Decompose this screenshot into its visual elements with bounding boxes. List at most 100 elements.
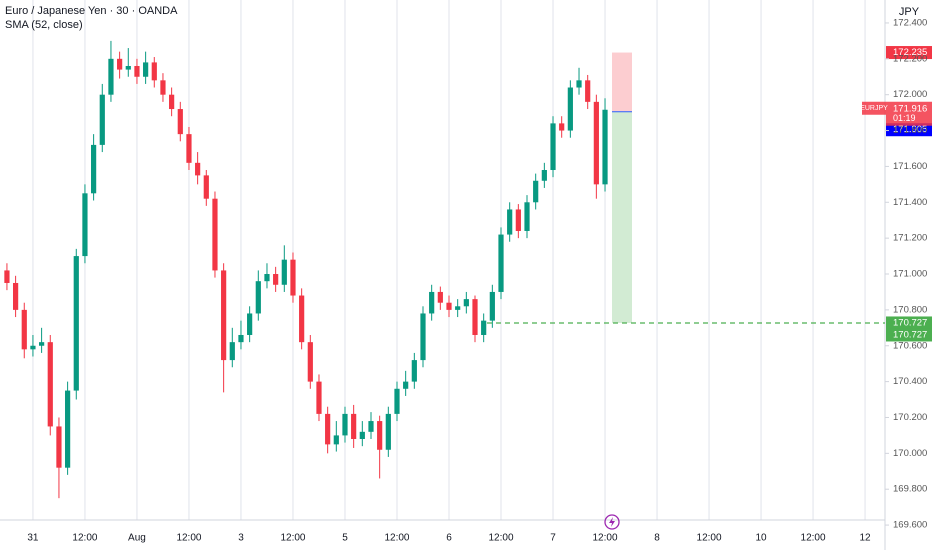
- candle-body: [394, 388, 400, 414]
- target-zone: [612, 111, 632, 323]
- candle-body: [576, 80, 582, 88]
- entry-price-label-bg: [886, 123, 932, 137]
- symbol-bg: [862, 101, 886, 115]
- candle-body: [255, 281, 261, 314]
- candle-body: [299, 295, 305, 343]
- candle-body: [420, 313, 426, 361]
- candle-body: [429, 291, 435, 314]
- candle-body: [238, 334, 244, 343]
- candle-body: [4, 270, 10, 283]
- candle-body: [559, 123, 565, 131]
- candle-body: [377, 421, 383, 450]
- x-tick-label: 6: [446, 533, 452, 544]
- lightning-icon[interactable]: [604, 514, 620, 530]
- candle-body: [333, 435, 339, 445]
- candle-body: [186, 134, 192, 163]
- candle-body: [498, 234, 504, 292]
- countdown-label: 01:19: [893, 113, 916, 123]
- candle-body: [411, 360, 417, 382]
- stop-zone: [612, 52, 632, 112]
- candle-body: [117, 58, 123, 70]
- candle-body: [368, 421, 374, 432]
- candle-body: [21, 309, 27, 350]
- last-price-bg: [886, 101, 932, 126]
- stop-price-label: 172.235: [893, 47, 927, 58]
- candle-body: [212, 198, 218, 271]
- level-price-label: 170.727: [893, 329, 927, 340]
- y-tick-label: 172.400: [893, 17, 927, 28]
- candle-body: [281, 259, 287, 285]
- candle-body: [264, 274, 270, 282]
- candle-body: [169, 94, 175, 110]
- candle-body: [602, 109, 608, 185]
- target-price-label: 170.727: [893, 317, 927, 328]
- level-price-label-bg: [886, 328, 932, 342]
- x-tick-label: Aug: [128, 533, 146, 544]
- x-tick-label: 5: [342, 533, 348, 544]
- last-price-label: 171.916: [893, 103, 927, 114]
- candle-body: [489, 291, 495, 321]
- stop-price-label-bg: [886, 46, 932, 60]
- candle-body: [82, 193, 88, 257]
- y-tick-label: 170.800: [893, 304, 927, 315]
- candle-body: [524, 202, 530, 231]
- y-tick-label: 171.000: [893, 269, 927, 280]
- y-tick-label: 170.000: [893, 448, 927, 459]
- y-tick-label: 170.600: [893, 340, 927, 351]
- candle-body: [39, 342, 45, 346]
- candle-body: [151, 62, 157, 81]
- candle-body: [13, 282, 19, 310]
- y-tick-label: 171.200: [893, 233, 927, 244]
- candle-body: [541, 170, 547, 181]
- candles: [4, 40, 608, 499]
- candle-body: [567, 87, 573, 131]
- candle-body: [73, 256, 79, 391]
- candle-body: [273, 274, 279, 285]
- candle-body: [593, 101, 599, 185]
- x-tick-label: 3: [238, 533, 244, 544]
- candle-body: [203, 175, 209, 199]
- x-tick-label: 12:00: [72, 533, 97, 544]
- y-tick-label: 169.600: [893, 520, 927, 531]
- candle-body: [229, 342, 235, 361]
- candle-body: [403, 381, 409, 389]
- x-tick-label: 12:00: [488, 533, 513, 544]
- x-tick-label: 12:00: [801, 533, 826, 544]
- y-tick-label: 172.200: [893, 53, 927, 64]
- x-tick-label: 31: [27, 533, 39, 544]
- target-price-label-bg: [886, 316, 932, 330]
- candle-body: [307, 342, 313, 382]
- candle-body: [325, 413, 331, 445]
- y-tick-label: 171.600: [893, 161, 927, 172]
- candle-body: [472, 299, 478, 335]
- candle-body: [550, 123, 556, 171]
- x-tick-label: 12:00: [384, 533, 409, 544]
- candle-body: [316, 381, 322, 414]
- candle-body: [91, 144, 97, 194]
- y-tick-label: 172.000: [893, 89, 927, 100]
- x-tick-label: 8: [654, 533, 660, 544]
- entry-price-label: 171.905: [893, 124, 927, 135]
- candle-body: [177, 109, 183, 135]
- candle-body: [359, 431, 365, 439]
- candle-body: [99, 94, 105, 145]
- candle-body: [143, 62, 149, 77]
- y-tick-label: 171.800: [893, 125, 927, 136]
- y-tick-label: 170.400: [893, 376, 927, 387]
- candle-body: [533, 180, 539, 203]
- currency-label[interactable]: JPY: [899, 6, 920, 18]
- candle-body: [437, 291, 443, 303]
- x-tick-label: 10: [755, 533, 767, 544]
- candle-body: [30, 345, 36, 350]
- symbol-label: EURJPY: [860, 105, 888, 112]
- x-tick-label: 12:00: [593, 533, 618, 544]
- candle-body: [247, 313, 253, 335]
- x-tick-label: 7: [550, 533, 556, 544]
- x-tick-label: 12:00: [176, 533, 201, 544]
- x-tick-label: 12: [860, 533, 872, 544]
- candle-body: [134, 65, 140, 77]
- candle-body: [160, 80, 166, 95]
